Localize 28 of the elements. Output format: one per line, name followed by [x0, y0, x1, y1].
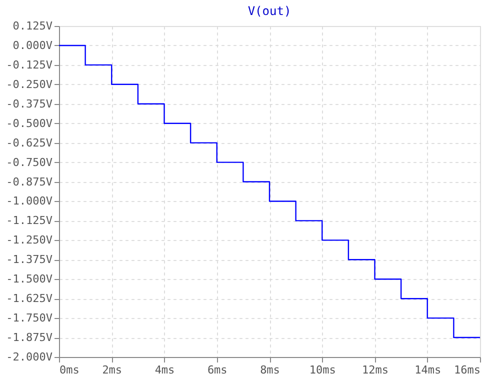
- y-tick-label: -1.750V: [6, 312, 53, 325]
- x-tick-label: 16ms: [454, 364, 480, 376]
- x-tick-label: 12ms: [362, 364, 388, 376]
- y-tick-label: -0.250V: [6, 78, 53, 91]
- y-tick-label: -0.750V: [6, 156, 53, 169]
- y-tick-label: 0.125V: [12, 20, 53, 32]
- y-tick-label: -1.125V: [6, 214, 53, 228]
- x-tick-label: 2ms: [102, 364, 122, 376]
- y-tick-label: -1.000V: [6, 194, 53, 208]
- x-tick-label: 8ms: [260, 364, 280, 376]
- y-tick-label: -2.000V: [6, 350, 53, 364]
- x-tick-label: 14ms: [414, 364, 442, 376]
- y-tick-label: -0.375V: [6, 97, 53, 110]
- chart-title: V(out): [248, 4, 292, 18]
- y-tick-label: -0.500V: [6, 116, 53, 130]
- y-tick-label: -1.875V: [6, 331, 53, 344]
- x-tick-label: 0ms: [60, 364, 80, 376]
- y-tick-label: -0.875V: [6, 175, 53, 188]
- y-tick-label: -1.500V: [6, 272, 53, 286]
- y-tick-label: -1.375V: [6, 253, 53, 266]
- y-tick-label: -1.625V: [6, 292, 53, 306]
- x-tick-label: 6ms: [207, 364, 228, 376]
- y-tick-label: -1.250V: [6, 234, 53, 247]
- y-tick-label: 0.000V: [12, 38, 53, 52]
- x-tick-label: 10ms: [309, 364, 336, 376]
- y-tick-label: -0.125V: [6, 58, 53, 72]
- x-tick-label: 4ms: [154, 364, 175, 376]
- y-tick-label: -0.625V: [6, 136, 53, 150]
